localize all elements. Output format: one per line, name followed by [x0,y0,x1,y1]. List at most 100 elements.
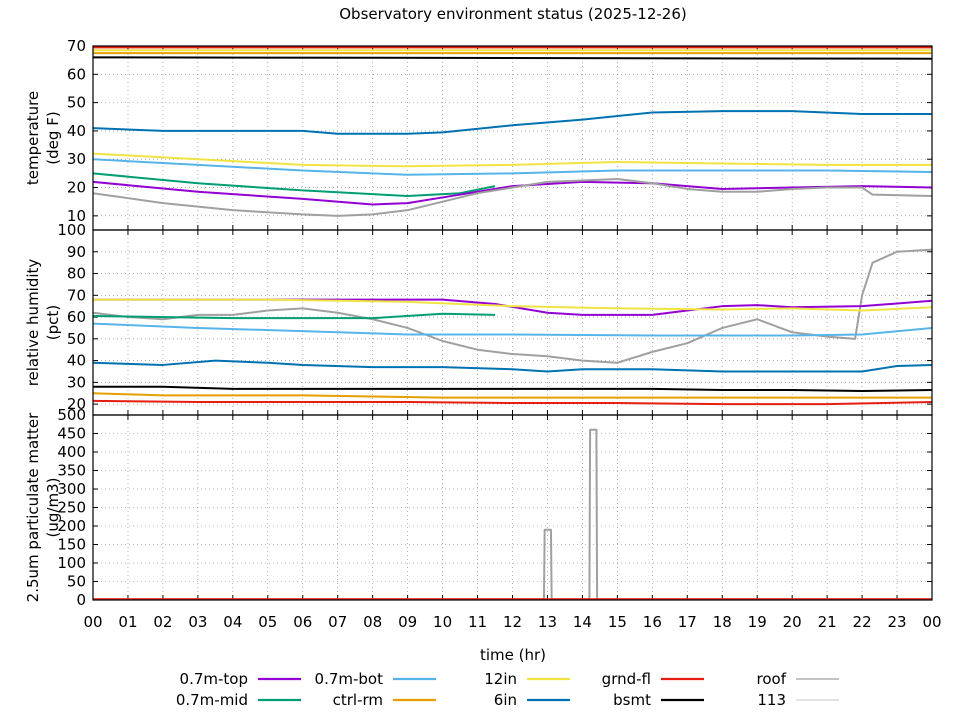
y-tick-label: 50 [67,94,86,112]
series-line-ctrl-rm [93,392,932,399]
x-tick-label: 22 [853,613,872,631]
y-axis-label: temperature [24,91,42,185]
legend-label: 6in [494,691,517,709]
legend: 0.7m-top 0.7m-bot 12in grnd-fl roof 0.7m-mid c… [176,670,839,709]
y-tick-label: 500 [57,406,86,424]
y-axis-label: (deg F) [44,111,62,164]
series-line-roof [93,248,932,364]
y-tick-label: 50 [67,573,86,591]
y-tick-label: 30 [67,373,86,391]
legend-entry-ctrl-rm: ctrl-rm [333,691,436,709]
y-axis-label: (ug/m3) [44,478,62,538]
x-tick-label: 05 [258,613,277,631]
series-line-0.7m-top [93,298,932,316]
legend-entry-grnd-fl: grnd-fl [602,670,704,688]
x-tick-label: 17 [678,613,697,631]
legend-entry-6in: 6in [494,691,570,709]
x-tick-label: 12 [503,613,522,631]
legend-label: ctrl-rm [333,691,383,709]
series-line-12in [93,298,932,312]
legend-entry-0.7m-top: 0.7m-top [180,670,301,688]
x-tick-label: 21 [818,613,837,631]
y-tick-label: 70 [67,37,86,55]
x-tick-label: 04 [223,613,242,631]
legend-label: bsmt [613,691,651,709]
series-line-0.7m-mid [93,172,496,198]
y-tick-label: 400 [57,443,86,461]
x-tick-label: 00 [922,613,941,631]
legend-entry-12in: 12in [484,670,570,688]
x-tick-label: 07 [328,613,347,631]
y-tick-label: 300 [57,480,86,498]
series-line-6in [93,359,932,373]
x-tick-label: 00 [83,613,102,631]
x-tick-label: 03 [188,613,207,631]
y-tick-label: 20 [67,395,86,413]
y-tick-label: 60 [67,65,86,83]
y-tick-label: 200 [57,517,86,535]
x-tick-label: 01 [118,613,137,631]
legend-entry-113: 113 [757,691,839,709]
panel-0: 10 20 30 40 50 60 70 temperature (deg F) [24,37,933,231]
y-tick-label: 350 [57,462,86,480]
series-group [93,46,932,217]
x-tick-label: 15 [608,613,627,631]
x-tick-label: 02 [153,613,172,631]
series-line-grnd-fl [93,399,932,406]
y-axis-label: relative humidity [24,259,42,387]
y-tick-label: 100 [57,554,86,572]
legend-label: 0.7m-mid [176,691,248,709]
y-tick-label: 70 [67,286,86,304]
x-tick-label: 16 [643,613,662,631]
panels: 10 20 30 40 50 60 70 temperature (deg F) 20 30 40 50… [24,37,942,631]
x-tick-label: 14 [573,613,592,631]
legend-entry-0.7m-mid: 0.7m-mid [176,691,301,709]
series-group [93,428,932,600]
legend-entry-roof: roof [757,670,839,688]
legend-label: roof [757,670,787,688]
x-tick-label: 09 [398,613,417,631]
series-line-0.7m-bot [93,322,932,337]
y-tick-label: 60 [67,308,86,326]
chart-title: Observatory environment status (2025-12-… [339,5,687,23]
y-tick-label: 40 [67,352,86,370]
y-tick-label: 100 [57,221,86,239]
x-axis-label: time (hr) [480,646,546,664]
y-tick-label: 250 [57,499,86,517]
series-line-0.7m-mid [93,312,496,320]
y-tick-label: 90 [67,243,86,261]
x-tick-label: 20 [783,613,802,631]
series-line-0.7m-bot [93,158,932,176]
legend-label: 113 [757,691,786,709]
series-line-roof [93,178,932,217]
x-tick-label: 23 [887,613,906,631]
y-tick-label: 30 [67,150,86,168]
y-tick-label: 450 [57,425,86,443]
x-tick-label: 08 [363,613,382,631]
x-tick-label: 18 [713,613,732,631]
plot-frame [92,414,933,601]
series-group [93,248,932,406]
x-tick-label: 10 [433,613,452,631]
panel-1: 20 30 40 50 60 70 80 90 100 relative humidity (pct… [24,221,933,416]
y-tick-label: 150 [57,536,86,554]
x-tick-label: 13 [538,613,557,631]
legend-entry-bsmt: bsmt [613,691,704,709]
y-axis-label: (pct) [44,305,62,340]
legend-label: 0.7m-bot [315,670,384,688]
x-tick-label: 11 [468,613,487,631]
x-tick-label: 06 [293,613,312,631]
series-line-0.7m-top [93,180,932,206]
legend-entry-0.7m-bot: 0.7m-bot [315,670,436,688]
y-tick-label: 20 [67,179,86,197]
series-line-bsmt [93,385,932,393]
series-line-6in [93,110,932,135]
y-tick-label: 80 [67,265,86,283]
y-tick-label: 50 [67,330,86,348]
series-line-bsmt [93,56,932,60]
y-tick-label: 10 [67,207,86,225]
x-tick-label: 19 [748,613,767,631]
series-line-12in [93,152,932,168]
